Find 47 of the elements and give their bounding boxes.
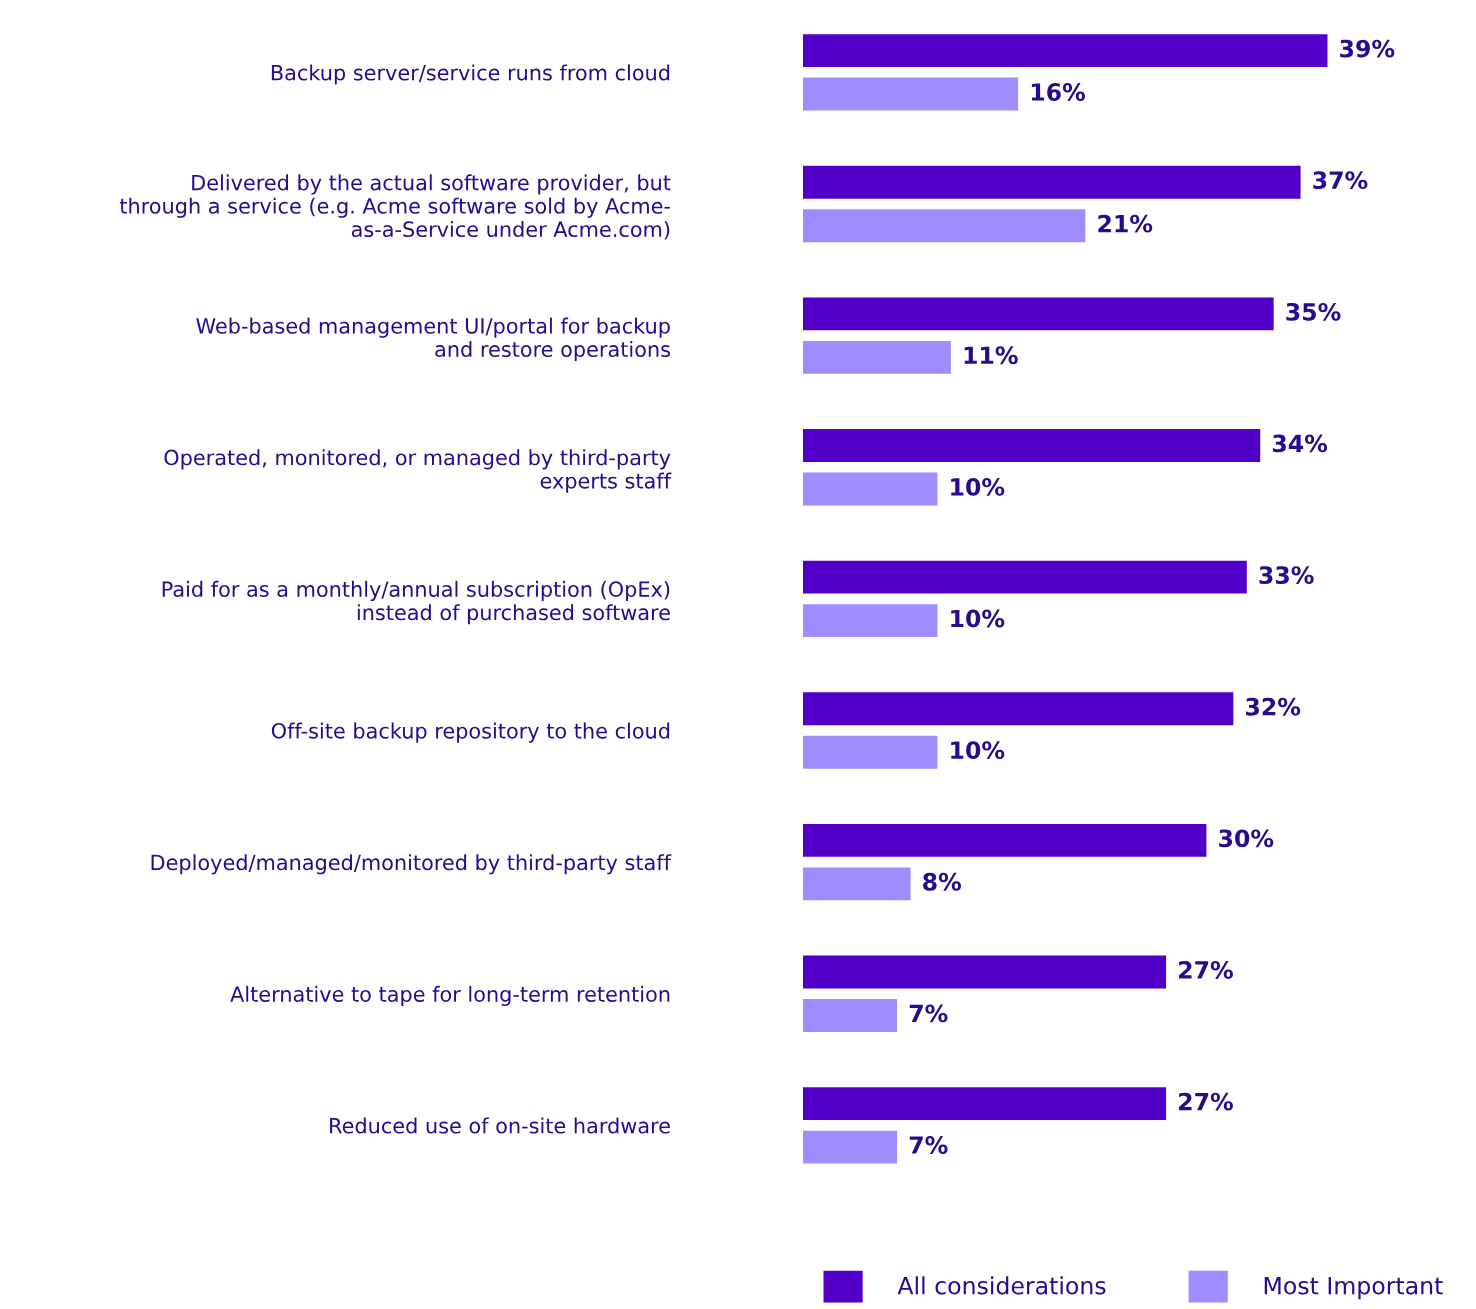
y-tick-label: Deployed/managed/monitored by third-party staff [151,854,672,875]
data-label: 7% [909,1136,948,1154]
data-label: 11% [964,346,1018,365]
data-label: 10% [951,741,1005,760]
bar [802,560,1247,594]
data-label: 16% [1031,83,1086,101]
bar [802,297,1274,331]
bar [802,867,911,901]
bar [802,999,898,1032]
bar [802,692,1234,726]
data-label: 30% [1219,829,1274,848]
y-tick-label: Backup server/service runs from cloud [271,64,670,85]
data-label: 21% [1098,214,1153,233]
data-label: 32% [1246,697,1301,716]
bar [802,1087,1167,1121]
bar [802,77,1019,111]
data-label: 7% [909,1004,948,1023]
data-label: 27% [1179,961,1233,979]
data-label: 35% [1286,302,1341,321]
y-tick-label: Delivered by the actual software provider, but through a service (e.g. Acme software sold by Acme- as-a-Service under Acme.com) [119,174,671,240]
bar [802,34,1328,68]
y-tick-label: Alternative to tape for long-term retention [230,985,670,1006]
y-tick-label: Operated, monitored, or managed by third-party experts staff [164,449,672,493]
y-tick-label: Off-site backup repository to the cloud [271,722,670,743]
data-label: 8% [923,872,961,891]
data-label: 37% [1313,171,1368,190]
legend-label: All considerations [897,1276,1106,1295]
data-label: 27% [1179,1092,1233,1111]
bar [802,735,938,769]
data-label: 10% [951,609,1005,628]
legend-label: Most Important [1264,1277,1443,1300]
bar [802,604,938,638]
data-label: 34% [1272,434,1328,453]
y-tick-label: Reduced use of on-site hardware [330,1117,670,1134]
data-label: 10% [951,477,1005,496]
bar [802,209,1086,243]
y-tick-label: Web-based management UI/portal for backup and restore operations [196,317,670,362]
bar [802,472,938,506]
data-label: 39% [1340,39,1395,58]
bar [802,1130,898,1164]
bar [802,165,1301,199]
bar [802,340,951,374]
bar [802,429,1261,462]
y-tick-label: Paid for as a monthly/annual subscription (OpEx) instead of purchased software [162,580,670,625]
data-label: 33% [1259,566,1314,584]
bar [802,823,1207,857]
bar [802,955,1167,989]
